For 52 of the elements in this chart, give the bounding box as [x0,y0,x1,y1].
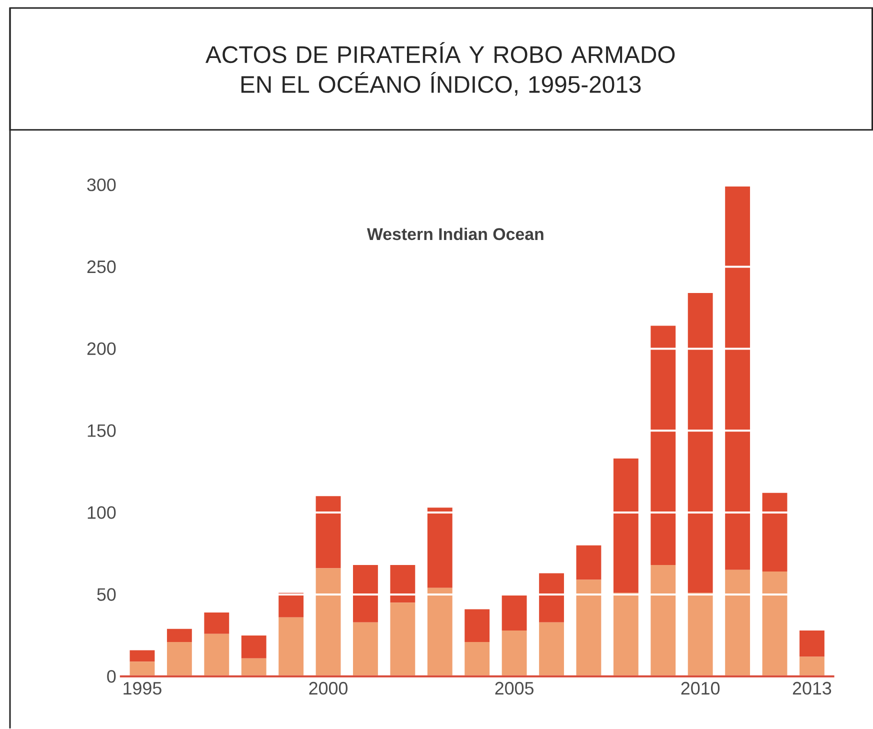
bar [278,617,304,676]
bar [464,609,490,642]
bar [464,642,490,676]
bar [613,458,638,593]
bar [502,630,527,676]
bar [166,628,192,642]
bar [650,564,676,676]
bar [427,588,452,676]
bar [316,496,341,568]
bar [613,592,638,676]
bar [688,592,713,676]
bar [390,602,416,676]
bar [241,635,266,658]
bar [502,594,527,630]
x-tick-label: 2005 [495,682,534,695]
bar [130,650,155,662]
y-tick-label: 150 [88,424,116,437]
y-tick-label: 200 [87,342,116,355]
bar [725,570,750,676]
x-tick-label: 2013 [792,682,832,695]
bar [166,642,192,676]
y-tick-label: 50 [97,588,116,601]
y-tick-label: 0 [107,670,116,683]
bar [427,508,452,588]
bar [204,634,230,676]
y-tick-label: 300 [87,178,116,192]
x-tick-label: 1995 [124,682,162,695]
bar [539,622,564,676]
annotation: Western Indian Ocean [366,228,544,240]
bar [130,662,155,676]
bar [762,572,788,676]
bar [650,326,676,565]
bar [353,564,378,622]
chart-title: ACTOS DE PIRATERÍA Y ROBO ARMADO EN EL OCÉANO ÍNDICO, 1995-2013 [206,42,675,96]
bar [204,612,230,634]
bar [390,564,416,603]
y-tick-label: 250 [87,260,116,274]
bar [576,580,602,676]
bar [688,292,713,593]
bar [576,545,602,580]
bar [353,622,378,676]
bar [241,658,266,676]
bar [278,592,304,618]
bar [800,630,824,657]
bar [539,573,564,622]
bar [725,186,750,570]
x-tick-label: 2000 [309,682,348,695]
x-tick-label: 2010 [681,682,720,695]
bar [800,656,824,676]
bar [316,568,341,676]
bar [762,492,788,572]
y-tick-label: 100 [88,506,116,519]
